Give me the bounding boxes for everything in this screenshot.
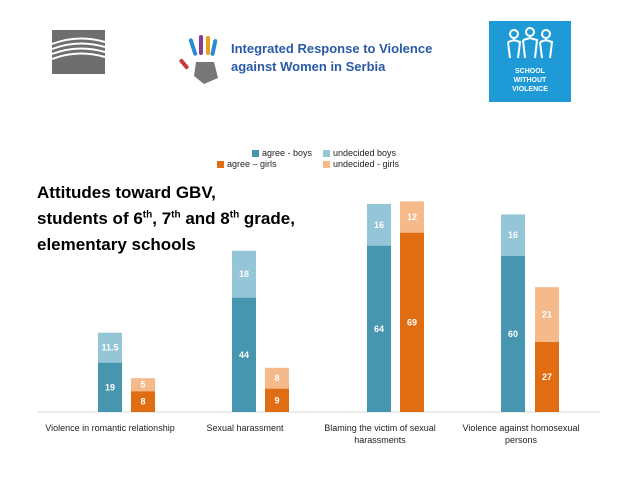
category-label-3: Violence against homosexual persons xyxy=(446,422,596,446)
boys-undecided-bar-2 xyxy=(367,204,391,246)
girls-undecided-bar-3 xyxy=(535,287,559,342)
boys-undecided-bar-3 xyxy=(501,214,525,256)
boys-undecided-value-0: 11.5 xyxy=(101,343,118,353)
boys-agree-value-2: 64 xyxy=(374,324,384,334)
girls-undecided-value-1: 8 xyxy=(274,373,279,383)
title-part-8: and 8 xyxy=(180,209,230,228)
category-label-3-line2: persons xyxy=(504,435,538,445)
girls-agree-bar-0 xyxy=(131,391,155,412)
girls-undecided-value-3: 21 xyxy=(542,310,552,320)
boys-undecided-value-1: 18 xyxy=(239,269,249,279)
girls-agree-value-3: 27 xyxy=(542,372,552,382)
title-sup-7: th xyxy=(171,209,181,221)
org-name-line1: Integrated Response to Violence xyxy=(231,41,432,56)
category-label-2-line1: Blaming the victim of sexual xyxy=(324,423,436,433)
girls-agree-bar-2 xyxy=(400,232,424,412)
category-label-0: Violence in romantic relationship xyxy=(37,422,183,434)
category-label-3-line1: Violence against homosexual xyxy=(462,423,580,433)
legend-agree-girls: agree – girls xyxy=(217,159,277,169)
boys-agree-bar-3 xyxy=(501,256,525,412)
title-line1: Attitudes toward GBV, xyxy=(37,183,216,202)
legend-label-undecided-boys: undecided boys xyxy=(333,148,397,158)
legend-label-agree-girls: agree – girls xyxy=(227,159,277,169)
category-label-2-line2: harassments xyxy=(354,435,406,445)
girls-agree-value-2: 69 xyxy=(407,317,417,327)
legend-undecided-boys: undecided boys xyxy=(323,148,396,158)
org-name-line2: against Women in Serbia xyxy=(231,59,386,74)
boys-undecided-bar-0 xyxy=(98,332,122,363)
girls-agree-value-0: 8 xyxy=(140,397,145,407)
school-logo-line1: SCHOOL xyxy=(515,68,546,75)
title-part-grade: grade, xyxy=(239,209,295,228)
chart-title: Attitudes toward GBV, students of 6th, 7… xyxy=(37,180,367,258)
girls-undecided-bar-2 xyxy=(400,201,424,233)
girls-undecided-bar-0 xyxy=(131,378,155,392)
boys-undecided-value-3: 16 xyxy=(508,230,518,240)
girls-agree-value-1: 9 xyxy=(274,395,279,405)
title-part-7: , 7 xyxy=(152,209,172,228)
category-label-1-line1: Sexual harassment xyxy=(206,423,284,433)
legend-label-undecided-girls: undecided - girls xyxy=(333,159,400,169)
title-part-students: students of 6 xyxy=(37,209,143,228)
legend-label-agree-boys: agree - boys xyxy=(262,148,313,158)
girls-undecided-value-2: 12 xyxy=(407,212,417,222)
category-label-0-line1: Violence in romantic relationship xyxy=(45,423,175,433)
legend-agree-boys: agree - boys xyxy=(252,148,312,158)
girls-undecided-value-0: 5 xyxy=(140,380,145,390)
boys-undecided-bar-1 xyxy=(232,250,256,298)
boys-agree-value-3: 60 xyxy=(508,329,518,339)
category-label-1: Sexual harassment xyxy=(193,422,297,434)
title-sup-8: th xyxy=(229,209,240,221)
boys-agree-bar-2 xyxy=(367,245,391,412)
title-sup-6: th xyxy=(142,209,153,221)
girls-undecided-bar-1 xyxy=(265,367,289,389)
girls-agree-bar-3 xyxy=(535,341,559,412)
school-logo-line3: VIOLENCE xyxy=(512,86,548,93)
boys-agree-bar-1 xyxy=(232,297,256,412)
boys-agree-value-1: 44 xyxy=(239,350,249,360)
title-line3: elementary schools xyxy=(37,235,196,254)
school-logo-line2: WITHOUT xyxy=(514,77,547,84)
hand-logo xyxy=(179,35,218,84)
header-logos: Integrated Response to Violence against … xyxy=(51,21,571,102)
boys-undecided-value-2: 16 xyxy=(374,220,384,230)
legend-swatch-undecided-girls xyxy=(323,161,330,168)
legend-swatch-agree-girls xyxy=(217,161,224,168)
legend-swatch-agree-boys xyxy=(252,150,259,157)
boys-agree-bar-0 xyxy=(98,362,122,412)
wave-logo xyxy=(51,30,106,74)
legend-undecided-girls: undecided - girls xyxy=(323,159,399,169)
boys-agree-value-0: 19 xyxy=(105,382,115,392)
category-label-2: Blaming the victim of sexual harassments xyxy=(312,422,448,446)
girls-agree-bar-1 xyxy=(265,388,289,412)
school-without-violence-logo: SCHOOL WITHOUT VIOLENCE xyxy=(489,21,571,102)
legend-swatch-undecided-boys xyxy=(323,150,330,157)
